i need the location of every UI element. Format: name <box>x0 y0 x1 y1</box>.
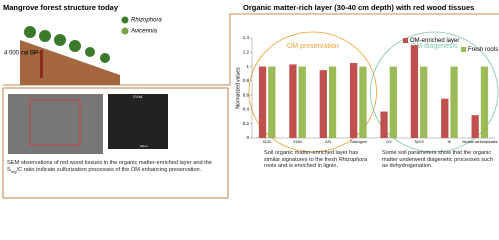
caption: Soil organic matter-enriched layer has s… <box>264 150 374 170</box>
image-label: 20µm <box>140 144 148 148</box>
bar <box>380 111 388 138</box>
bar <box>420 66 428 138</box>
age-label: 4 000 cal BP <box>4 51 38 57</box>
bar <box>350 63 358 138</box>
slope <box>20 40 120 85</box>
chart: OM preservation OM diagenesis 0 0.2 0.4 0.6 0.… <box>235 31 499 153</box>
bar <box>328 66 337 138</box>
x-tick-label: Total lignin <box>350 140 367 144</box>
y-tick-label: 0.6 <box>243 92 250 97</box>
caption: SEM observations of red wood tissues in … <box>7 160 222 175</box>
image-label: S Ka1 <box>133 95 143 99</box>
x-tick-label: δ13C <box>263 140 272 144</box>
bar <box>450 66 458 138</box>
y-tick-label: 0 <box>246 135 249 140</box>
right-title: Organic matter-rich layer (30-40 cm dept… <box>243 3 474 12</box>
bar <box>319 70 327 138</box>
caption-text: /C ratio indicate sulfurization processe… <box>16 166 202 173</box>
caption-text: roots and is enriched in lignin. <box>264 163 339 170</box>
legend-swatch <box>403 38 408 43</box>
legend-label: Avicennia <box>130 29 158 35</box>
map-image <box>108 94 168 149</box>
x-tick-label: Ty/G2 <box>414 140 424 144</box>
caption-text: Soil organic matter-enriched layer has s… <box>264 150 359 163</box>
legend-swatch <box>461 47 466 52</box>
y-axis-label: Normalized values <box>235 67 241 109</box>
caption-italic: Rhizophora <box>338 156 368 163</box>
x-tick-label: δ15N <box>293 140 302 144</box>
y-tick-label: 1.2 <box>243 49 250 54</box>
x-tick-label: C/V <box>386 140 393 144</box>
y-tick-label: 1.4 <box>243 35 250 40</box>
zoom-box <box>29 99 81 146</box>
left-title: Mangrove forest structure today <box>3 3 119 12</box>
x-tick-label: C/N <box>325 140 332 144</box>
sem-image <box>8 94 103 154</box>
box <box>2 87 229 199</box>
bar <box>298 66 306 138</box>
annotation: OM preservation <box>287 43 339 50</box>
legend-icon <box>121 27 129 35</box>
legend-label: Fresh roots <box>468 47 498 53</box>
legend-label: Rhizophora <box>131 18 162 24</box>
bar <box>359 66 367 138</box>
legend-icon <box>121 16 129 24</box>
bar <box>441 98 449 138</box>
y-tick-label: 0.2 <box>243 121 250 126</box>
caption: Some soil parameters show that the organ… <box>382 150 494 170</box>
bar <box>268 66 276 138</box>
caption-sub: org <box>10 168 17 174</box>
trees <box>24 26 110 63</box>
bar <box>389 66 397 138</box>
legend-label: OM-enriched layer <box>410 38 459 44</box>
annotation-ellipse <box>248 31 377 153</box>
annotation: OM diagenesis <box>411 43 458 50</box>
y-tick-label: 0.8 <box>243 78 250 83</box>
y-tick-label: 0.4 <box>243 107 250 112</box>
bar <box>480 66 489 138</box>
x-tick-label: Neutral carbohydrates <box>462 140 498 144</box>
bar <box>471 115 479 138</box>
bar <box>289 64 297 138</box>
y-tick-label: 1 <box>246 64 249 69</box>
bar <box>258 66 267 138</box>
bar <box>410 45 419 139</box>
core <box>40 50 43 78</box>
annotation-ellipse <box>370 31 499 153</box>
page: Mangrove forest structure today Organic … <box>2 2 499 199</box>
x-tick-label: HI <box>448 140 452 144</box>
caption-text: SEM observations of red wood tissues in … <box>7 160 212 173</box>
figure: Mangrove forest structure today Organic … <box>2 3 499 199</box>
